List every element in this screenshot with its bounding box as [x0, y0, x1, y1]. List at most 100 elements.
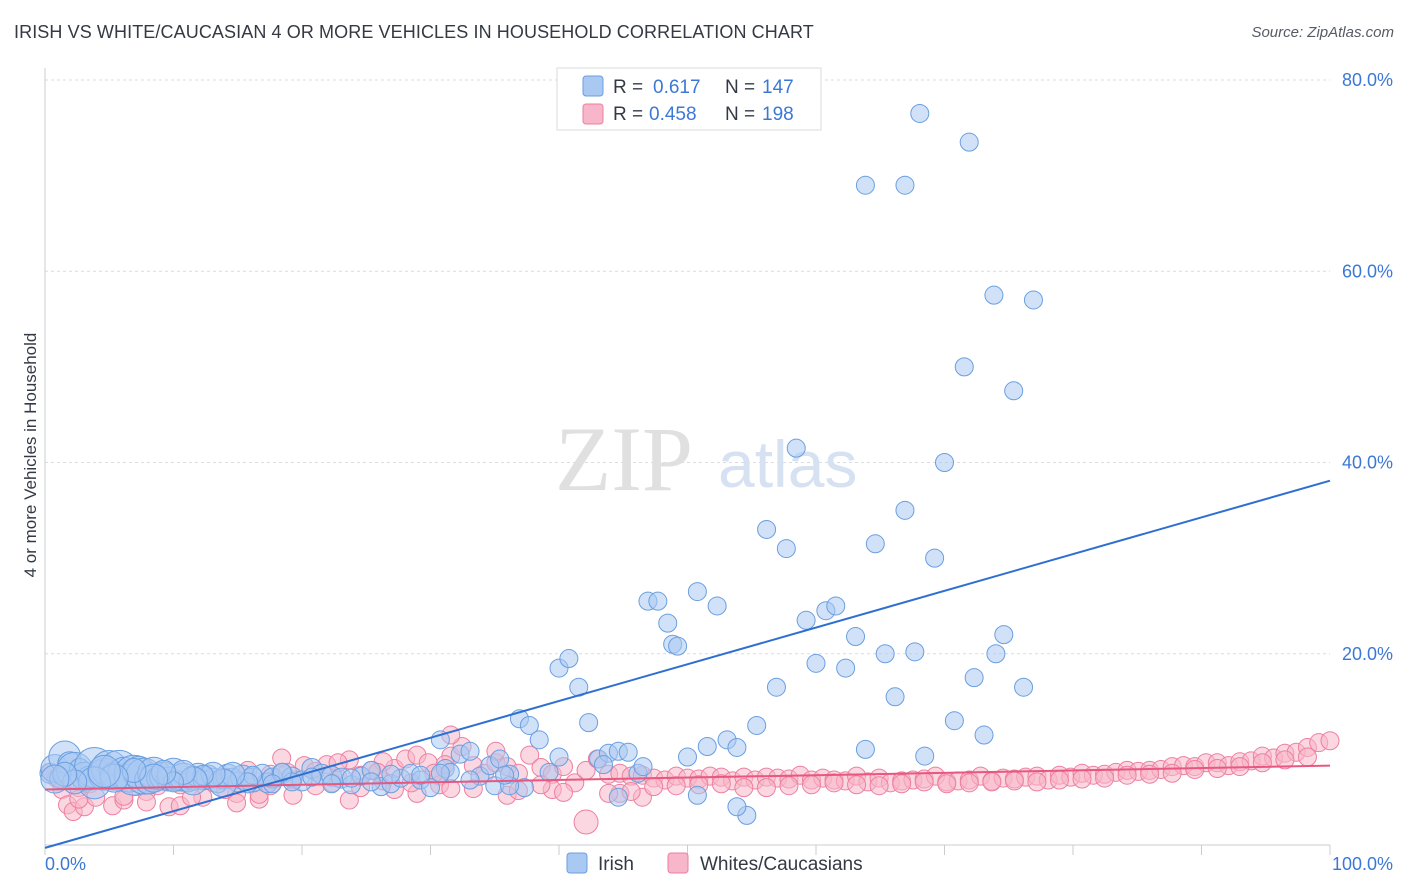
data-point-irish — [727, 737, 747, 757]
stats-n-value-irish: 147 — [762, 77, 794, 98]
x-tick-label: 0.0% — [45, 854, 86, 874]
data-point-irish — [836, 658, 856, 678]
bottom-legend: Irish Whites/Caucasians — [566, 852, 863, 875]
stats-n-label-whites: N = — [725, 104, 755, 125]
data-point-whites-caucasians — [1320, 731, 1340, 751]
data-point-irish — [826, 596, 846, 616]
data-point-irish — [529, 730, 549, 750]
data-point-irish — [846, 627, 866, 647]
data-point-whites-caucasians — [554, 782, 574, 802]
data-point-irish — [381, 764, 401, 784]
data-point-irish — [579, 713, 599, 733]
data-point-whites-caucasians — [982, 772, 1002, 792]
trendline-irish — [44, 479, 1331, 849]
stats-r-value-whites: 0.458 — [649, 104, 697, 125]
data-point-irish — [618, 742, 638, 762]
data-point-irish — [707, 596, 727, 616]
data-point-whites-caucasians — [959, 773, 979, 793]
x-tick-label: 100.0% — [1332, 854, 1393, 874]
data-point-irish — [935, 453, 954, 472]
y-tick-label: 60.0% — [1342, 261, 1393, 281]
data-point-irish — [944, 711, 964, 731]
trendlines — [44, 479, 1331, 849]
watermark: ZIP atlas — [555, 408, 857, 510]
data-point-whites-caucasians — [520, 745, 540, 765]
data-point-irish — [361, 772, 381, 792]
data-point-irish — [1004, 381, 1024, 401]
data-point-irish — [411, 765, 431, 785]
data-point-whites-caucasians — [734, 778, 754, 798]
data-point-whites-caucasians — [1275, 750, 1295, 770]
data-point-irish — [539, 762, 559, 782]
bottom-legend-label-whites: Whites/Caucasians — [700, 854, 863, 875]
bottom-legend-swatch-irish — [566, 852, 588, 874]
data-point-irish — [648, 591, 668, 611]
data-point-irish — [964, 668, 984, 688]
data-point-irish — [865, 534, 885, 554]
data-point-irish — [915, 746, 935, 766]
data-point-whites-caucasians — [801, 775, 821, 795]
data-point-irish — [549, 747, 569, 767]
data-point-whites-caucasians — [1297, 747, 1317, 767]
data-point-irish — [687, 582, 707, 602]
data-point-whites-caucasians — [892, 774, 912, 794]
data-point-whites-caucasians — [869, 776, 889, 796]
stats-n-label-irish: N = — [725, 77, 755, 98]
data-point-whites-caucasians — [1252, 753, 1272, 773]
source-credit: Source: ZipAtlas.com — [1251, 24, 1394, 41]
watermark-zip: ZIP — [555, 408, 693, 510]
data-point-irish — [895, 500, 915, 520]
stats-r-value-irish: 0.617 — [653, 77, 701, 98]
data-point-whites-caucasians — [914, 772, 934, 792]
data-point-whites-caucasians — [756, 778, 776, 798]
data-point-irish — [905, 642, 925, 662]
legend-swatch-whites — [582, 103, 604, 125]
stats-legend: R = 0.617 N = 147 R = 0.458 N = 198 — [556, 67, 822, 131]
legend-swatch-irish — [582, 75, 604, 97]
data-point-irish — [954, 357, 974, 377]
data-point-whites-caucasians — [666, 776, 686, 796]
data-point-irish — [796, 610, 816, 630]
data-point-irish — [776, 539, 796, 559]
data-point-irish — [806, 653, 826, 673]
data-point-irish — [495, 765, 515, 785]
y-tick-label: 40.0% — [1342, 453, 1393, 473]
data-point-irish — [757, 519, 777, 539]
data-point-whites-caucasians — [1027, 772, 1047, 792]
data-point-irish — [490, 749, 510, 769]
data-point-whites-caucasians — [779, 776, 799, 796]
data-point-whites-caucasians — [711, 774, 731, 794]
data-point-irish — [668, 636, 688, 656]
data-point-irish — [766, 677, 786, 697]
data-point-irish — [430, 763, 450, 783]
data-point-irish — [925, 548, 945, 568]
data-point-irish — [885, 687, 905, 707]
data-point-irish — [678, 747, 697, 767]
series-irish — [39, 103, 1043, 825]
data-point-whites-caucasians — [1095, 768, 1115, 788]
data-point-whites-caucasians — [937, 774, 957, 794]
data-point-irish — [959, 132, 979, 152]
data-point-irish — [1023, 290, 1043, 310]
data-point-whites-caucasians — [1049, 770, 1069, 790]
data-point-whites-caucasians — [1004, 771, 1024, 791]
data-point-irish — [910, 103, 930, 123]
y-tick-label: 80.0% — [1342, 70, 1393, 90]
stats-r-label-whites: R = — [613, 104, 643, 125]
data-point-irish — [786, 438, 806, 458]
data-point-irish — [40, 764, 70, 794]
stats-r-label-irish: R = — [613, 77, 643, 98]
data-point-irish — [460, 770, 480, 790]
data-point-irish — [559, 649, 579, 669]
data-point-whites-caucasians — [136, 792, 156, 812]
data-point-irish — [658, 613, 678, 633]
data-point-irish — [855, 175, 875, 195]
data-point-irish — [875, 644, 895, 664]
chart-title: IRISH VS WHITE/CAUCASIAN 4 OR MORE VEHIC… — [14, 22, 814, 42]
data-point-whites-caucasians — [1072, 769, 1092, 789]
data-point-irish — [974, 725, 994, 745]
bottom-legend-swatch-whites — [667, 852, 689, 874]
data-point-irish — [341, 768, 361, 788]
data-point-whites-caucasians — [644, 777, 664, 797]
